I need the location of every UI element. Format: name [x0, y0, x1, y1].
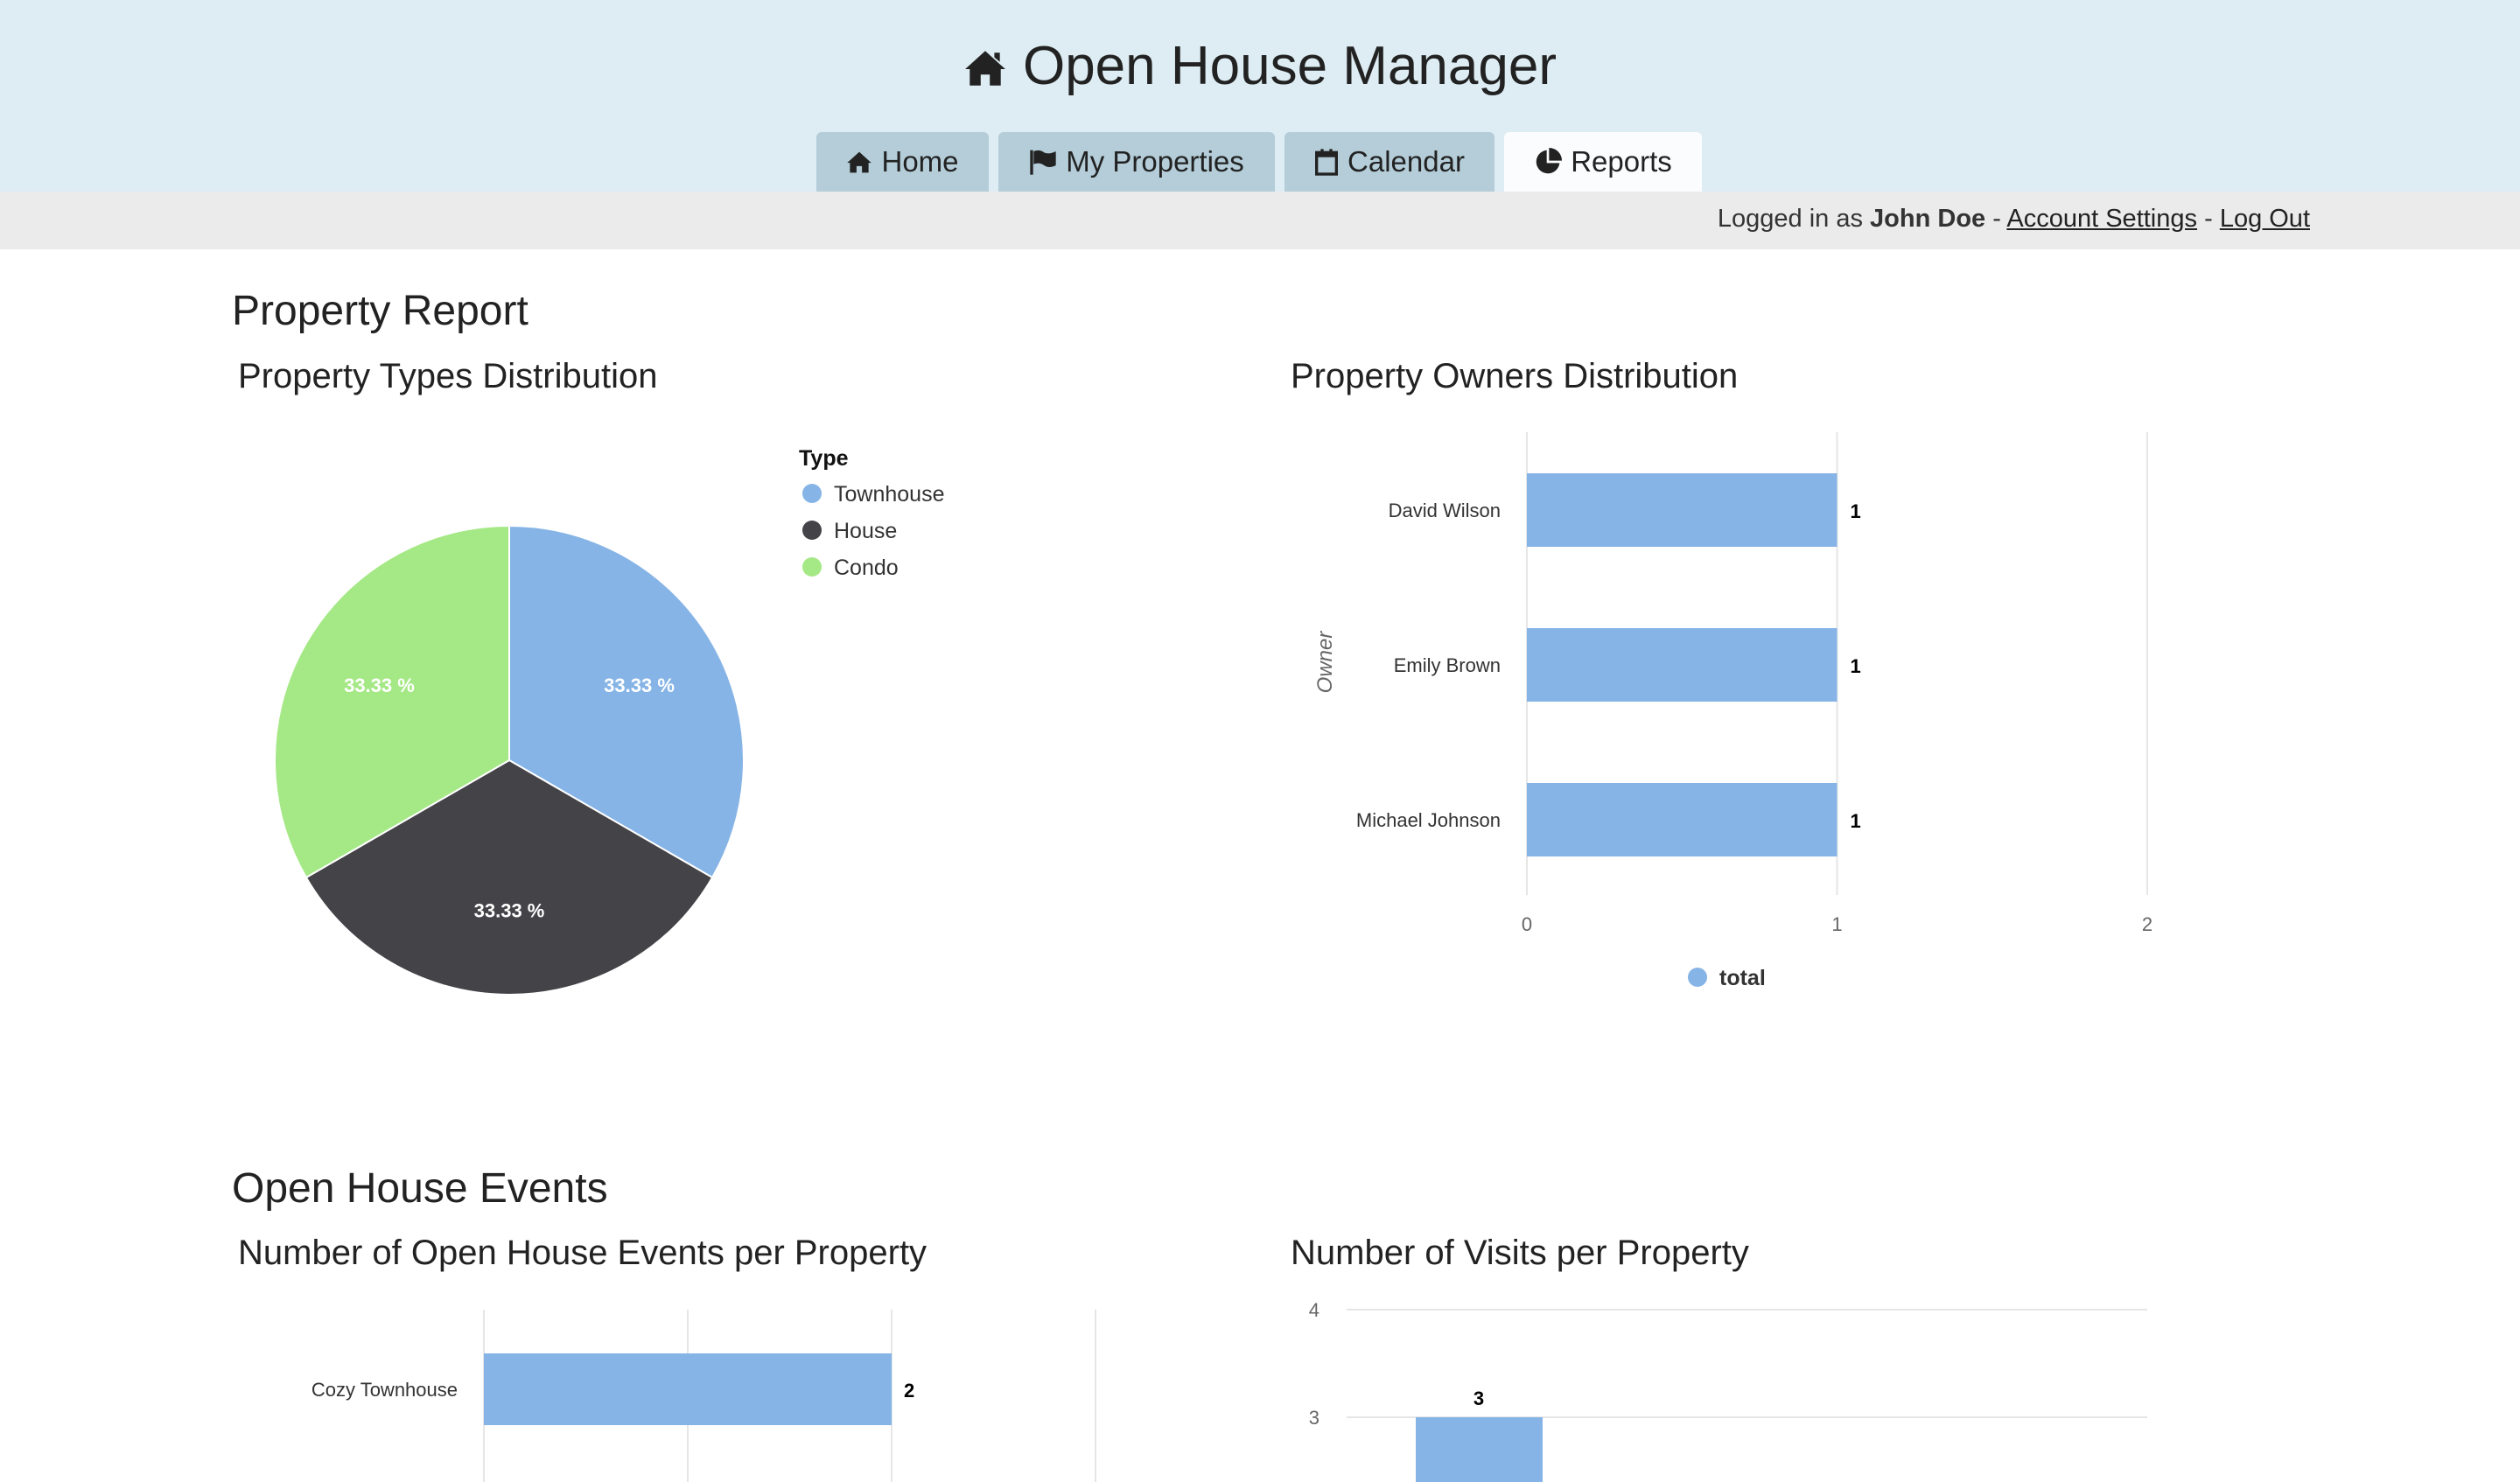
section-title: Open House Events — [232, 1165, 608, 1212]
legend-item: Townhouse — [834, 482, 944, 507]
tab-home[interactable]: Home — [816, 132, 989, 192]
data-label: 1 — [1851, 655, 1861, 677]
legend-item: total — [1719, 966, 1766, 990]
bar — [484, 1353, 892, 1425]
x-tick-label: 1 — [1831, 913, 1842, 935]
separator: - — [1992, 205, 2001, 233]
logout-link[interactable]: Log Out — [2219, 205, 2310, 233]
legend-title: Type — [799, 446, 849, 471]
legend-marker — [802, 557, 822, 577]
separator: - — [2204, 205, 2213, 233]
bar — [1527, 783, 1838, 856]
data-label: 1 — [1851, 500, 1861, 522]
pie-data-label: 33.33 % — [604, 675, 675, 696]
legend-item: Condo — [834, 556, 899, 580]
pie-slice-townhouse — [508, 524, 745, 879]
home-icon — [965, 51, 1005, 86]
tab-label: Reports — [1571, 145, 1672, 178]
y-tick-label: David Wilson — [1389, 500, 1501, 521]
legend-marker — [802, 521, 822, 540]
y-axis-title: Owner — [1313, 631, 1337, 694]
data-label: 2 — [904, 1380, 914, 1402]
tab-calendar[interactable]: Calendar — [1284, 132, 1494, 192]
chart-title: Number of Visits per Property — [1291, 1234, 1749, 1272]
y-tick-label: Michael Johnson — [1356, 809, 1501, 831]
calendar-icon — [1315, 149, 1339, 176]
section-title: Property Report — [232, 288, 528, 334]
bar — [1527, 473, 1838, 547]
legend-item: House — [834, 519, 897, 543]
home-icon — [847, 151, 872, 172]
pie-slice-condo — [274, 524, 510, 879]
data-label: 3 — [1474, 1388, 1484, 1409]
tab-label: Calendar — [1348, 145, 1465, 178]
account-settings-link[interactable]: Account Settings — [2006, 205, 2198, 233]
x-tick-label: 0 — [1522, 913, 1532, 935]
bar — [1527, 628, 1838, 702]
app-title: Open House Manager — [0, 35, 2520, 97]
flag-icon — [1030, 150, 1056, 175]
y-tick-label: 4 — [1309, 1299, 1320, 1321]
pie-data-label: 33.33 % — [344, 675, 415, 696]
legend-marker — [1688, 968, 1707, 987]
tab-label: My Properties — [1066, 145, 1244, 178]
chart-title: Property Owners Distribution — [1291, 357, 1739, 395]
pie-chart-icon — [1536, 148, 1563, 174]
pie-data-label: 33.33 % — [474, 900, 545, 922]
chart-title: Number of Open House Events per Property — [238, 1234, 928, 1272]
login-status: Logged in as John Doe - Account Settings… — [1718, 205, 2310, 234]
y-tick-label: 3 — [1309, 1407, 1320, 1429]
y-tick-label: Emily Brown — [1394, 654, 1501, 676]
legend-marker — [802, 484, 822, 503]
tab-label: Home — [881, 145, 959, 178]
data-label: 1 — [1851, 810, 1861, 832]
y-tick-label: Cozy Townhouse — [312, 1379, 458, 1401]
tab-reports[interactable]: Reports — [1504, 132, 1702, 192]
username: John Doe — [1870, 205, 1986, 233]
app-title-text: Open House Manager — [1022, 36, 1558, 96]
chart-title: Property Types Distribution — [238, 357, 658, 395]
tab-my-properties[interactable]: My Properties — [998, 132, 1275, 192]
bar — [1416, 1417, 1543, 1482]
logged-in-label: Logged in as — [1717, 205, 1863, 233]
user-bar — [0, 192, 2520, 249]
x-tick-label: 2 — [2142, 913, 2152, 935]
